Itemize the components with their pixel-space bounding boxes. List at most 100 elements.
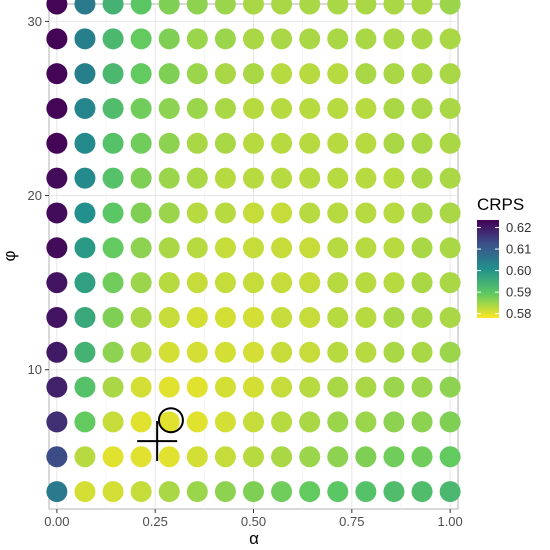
data-point xyxy=(299,63,321,85)
x-tick-label: 0.00 xyxy=(44,514,69,529)
data-point xyxy=(186,446,208,468)
data-point xyxy=(130,306,152,328)
data-point xyxy=(243,446,264,468)
data-point xyxy=(439,376,461,398)
data-point xyxy=(186,411,208,433)
data-point xyxy=(411,202,433,224)
data-point xyxy=(271,306,293,328)
data-point xyxy=(411,481,433,503)
data-point xyxy=(271,411,293,433)
data-point xyxy=(243,132,264,154)
data-point xyxy=(186,376,208,398)
data-point xyxy=(158,481,180,503)
x-axis-title: α xyxy=(249,529,259,548)
data-point xyxy=(243,237,264,259)
colorbar-legend: CRPS 0.62 0.61 0.60 0.59 0.58 xyxy=(477,195,531,321)
data-point xyxy=(46,272,68,294)
data-point xyxy=(214,481,236,503)
data-point xyxy=(411,376,433,398)
data-point xyxy=(214,28,236,50)
data-point xyxy=(271,376,293,398)
data-point xyxy=(411,132,433,154)
optimum-circle-marker xyxy=(157,407,184,434)
data-point xyxy=(46,97,68,119)
data-point xyxy=(411,272,433,294)
data-point xyxy=(46,28,68,50)
data-point xyxy=(271,63,293,85)
data-point xyxy=(439,341,461,363)
data-point xyxy=(439,411,461,433)
data-point xyxy=(74,63,96,85)
data-point xyxy=(355,411,377,433)
y-axis-title: φ xyxy=(0,250,19,261)
data-point xyxy=(299,132,321,154)
data-point xyxy=(158,63,180,85)
x-tick-label: 0.25 xyxy=(143,514,168,529)
data-point xyxy=(74,481,96,503)
data-point xyxy=(214,341,236,363)
data-point xyxy=(243,376,264,398)
data-point xyxy=(130,376,152,398)
legend-title: CRPS xyxy=(477,195,524,214)
data-point xyxy=(214,272,236,294)
data-point xyxy=(271,341,293,363)
data-point xyxy=(158,97,180,119)
data-point xyxy=(102,237,124,259)
data-point xyxy=(383,63,405,85)
data-point xyxy=(214,306,236,328)
data-point xyxy=(130,0,152,15)
data-point xyxy=(411,306,433,328)
data-point xyxy=(271,237,293,259)
data-point xyxy=(271,446,293,468)
y-tick-label: 10 xyxy=(28,362,42,377)
colorbar-tick-label: 0.61 xyxy=(506,242,531,257)
data-point xyxy=(355,306,377,328)
data-point xyxy=(186,272,208,294)
data-point xyxy=(102,481,124,503)
data-point xyxy=(130,132,152,154)
data-point xyxy=(243,481,264,503)
data-point xyxy=(355,0,377,15)
data-point xyxy=(271,167,293,189)
colorbar-tick-label: 0.59 xyxy=(506,285,531,300)
data-point xyxy=(299,446,321,468)
data-point xyxy=(214,237,236,259)
data-point xyxy=(130,481,152,503)
data-point xyxy=(327,132,349,154)
data-point xyxy=(383,341,405,363)
y-axis-ticks: 10 20 30 xyxy=(28,14,49,377)
data-point xyxy=(158,341,180,363)
data-point xyxy=(327,481,349,503)
data-point xyxy=(74,237,96,259)
data-point xyxy=(243,306,264,328)
data-point xyxy=(411,237,433,259)
data-point xyxy=(327,63,349,85)
data-point xyxy=(214,167,236,189)
data-point xyxy=(439,28,461,50)
data-point xyxy=(46,446,68,468)
data-point xyxy=(158,411,180,433)
data-point xyxy=(439,63,461,85)
data-point xyxy=(271,97,293,119)
data-point xyxy=(355,132,377,154)
data-point xyxy=(299,202,321,224)
data-point xyxy=(46,411,68,433)
data-point xyxy=(186,97,208,119)
data-point xyxy=(46,481,68,503)
data-point xyxy=(186,0,208,15)
data-point xyxy=(130,237,152,259)
annotation-markers xyxy=(137,407,184,462)
x-axis-ticks: 0.00 0.25 0.50 0.75 1.00 xyxy=(44,509,463,529)
data-point xyxy=(327,167,349,189)
data-point xyxy=(186,167,208,189)
data-point xyxy=(214,0,236,15)
data-point xyxy=(74,28,96,50)
data-point xyxy=(130,63,152,85)
data-point xyxy=(355,341,377,363)
data-point xyxy=(327,237,349,259)
data-point xyxy=(383,272,405,294)
data-point xyxy=(355,63,377,85)
data-point xyxy=(158,306,180,328)
data-point xyxy=(327,0,349,15)
